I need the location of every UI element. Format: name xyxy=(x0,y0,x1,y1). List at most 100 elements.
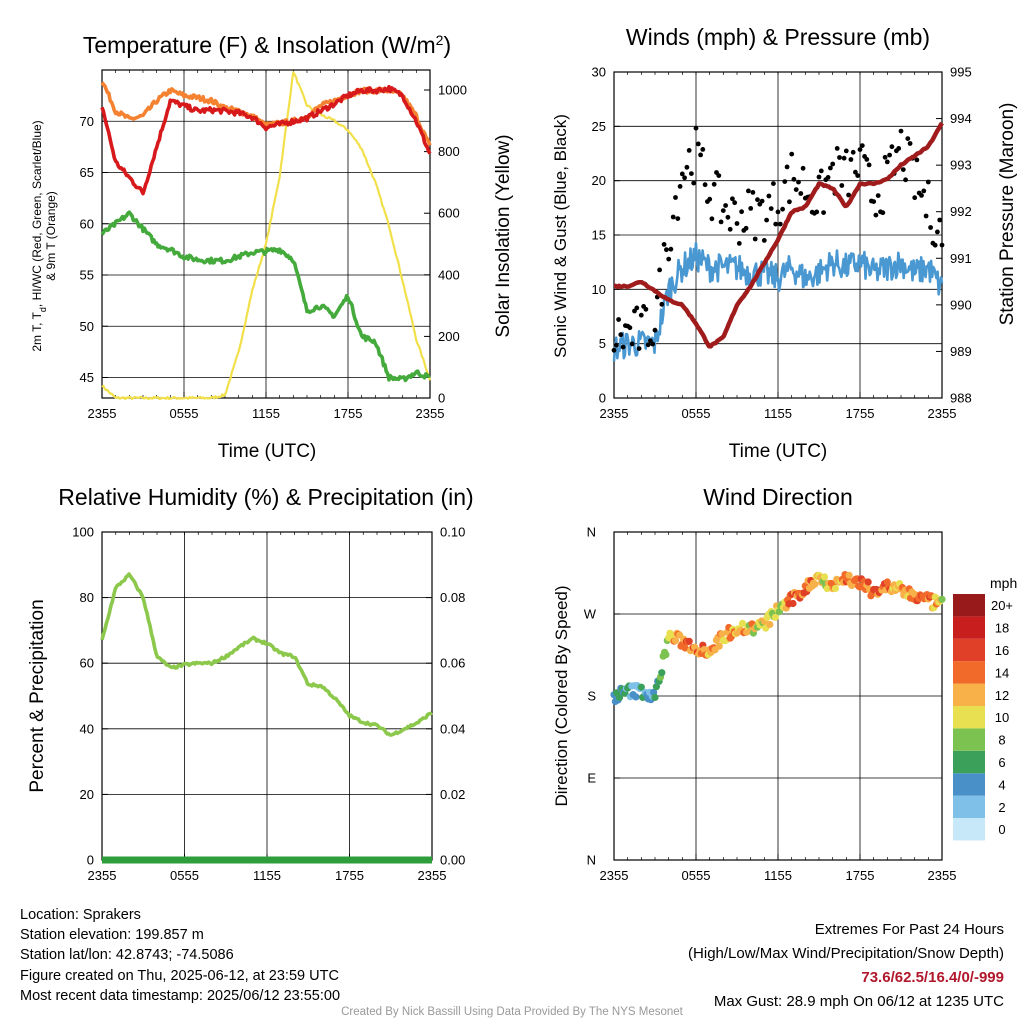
direction-point xyxy=(789,599,797,608)
legend-label: 20+ xyxy=(991,598,1013,613)
y2-tick-label: 990 xyxy=(950,297,972,312)
gust-point xyxy=(880,210,886,216)
gust-point xyxy=(618,332,624,338)
gust-point xyxy=(800,165,806,171)
gust-point xyxy=(875,193,881,199)
y-tick-label: 100 xyxy=(72,525,94,540)
gust-point xyxy=(668,246,674,252)
legend-swatch xyxy=(953,594,985,617)
x-tick-label: 2355 xyxy=(928,868,957,883)
temperature-panel: Temperature (F) & Insolation (W/m2) Time… xyxy=(30,32,514,462)
y2-tick-label: 995 xyxy=(950,65,972,80)
gust-point xyxy=(691,180,697,186)
legend-label: 12 xyxy=(995,688,1009,703)
gust-point xyxy=(613,342,619,348)
series-line-2m-t xyxy=(100,84,432,196)
gust-point xyxy=(698,152,703,158)
gust-point xyxy=(782,179,788,185)
direction-point xyxy=(685,637,693,645)
gust-point xyxy=(777,221,783,227)
legend-swatch xyxy=(953,661,985,684)
gust-point xyxy=(611,347,617,353)
gust-point xyxy=(837,155,842,160)
direction-point xyxy=(811,580,819,588)
direction-point xyxy=(771,613,779,621)
gust-point xyxy=(636,346,642,351)
gust-point xyxy=(905,136,911,142)
y-tick-label: 0 xyxy=(599,391,606,406)
y2-tick-label: 600 xyxy=(438,206,460,221)
gust-point xyxy=(830,161,836,167)
legend-swatch xyxy=(953,638,985,662)
gust-point xyxy=(725,214,731,220)
x-tick-label: 2355 xyxy=(600,406,629,421)
gust-point xyxy=(884,159,890,165)
series-line-solar-insolation xyxy=(101,71,432,401)
x-tick-label: 2355 xyxy=(600,868,629,883)
y-tick-label: W xyxy=(584,607,597,622)
extremes-values: 73.6/62.5/16.4/0/-999 xyxy=(861,969,1004,986)
gust-point xyxy=(746,188,751,194)
gust-point xyxy=(841,155,847,161)
x-tick-label: 1755 xyxy=(334,406,363,421)
legend-swatch xyxy=(953,616,985,639)
legend-swatch xyxy=(953,818,985,841)
humidity-panel: Relative Humidity (%) & Precipitation (i… xyxy=(27,484,474,883)
gust-point xyxy=(720,208,726,214)
gust-point xyxy=(821,210,826,216)
gust-point xyxy=(914,157,920,163)
gust-point xyxy=(937,217,943,223)
y-tick-label: 20 xyxy=(80,787,94,802)
y2-tick-label: 988 xyxy=(950,391,972,406)
credit-line: Created By Nick Bassill Using Data Provi… xyxy=(341,1006,683,1018)
gust-point xyxy=(921,188,927,194)
y-tick-label: 55 xyxy=(80,268,94,283)
gust-point xyxy=(882,154,888,160)
gust-point xyxy=(907,141,913,146)
gust-point xyxy=(850,149,856,155)
y-tick-label: 60 xyxy=(80,656,94,671)
direction-point xyxy=(845,571,853,579)
gust-point xyxy=(780,206,785,212)
gust-point xyxy=(702,182,708,188)
direction-point xyxy=(700,646,708,654)
extremes-title: Extremes For Past 24 Hours xyxy=(814,921,1004,938)
gust-point xyxy=(739,209,744,215)
y-tick-label: 20 xyxy=(592,173,606,188)
gust-point xyxy=(925,179,931,185)
gust-point xyxy=(711,181,717,187)
direction-point xyxy=(662,651,670,659)
legend-label: 18 xyxy=(995,621,1009,636)
direction-point xyxy=(766,620,774,629)
direction-point xyxy=(864,578,872,586)
x-tick-label: 1155 xyxy=(764,406,792,421)
direction-point xyxy=(715,642,723,650)
gust-point xyxy=(771,181,776,187)
speed-legend-title: mph xyxy=(990,575,1017,591)
gust-point xyxy=(748,206,754,211)
gust-point xyxy=(750,190,756,195)
legend-swatch xyxy=(953,750,985,774)
gust-point xyxy=(848,157,854,162)
max-gust: Max Gust: 28.9 mph On 06/12 at 1235 UTC xyxy=(713,993,1004,1010)
gust-point xyxy=(798,191,804,196)
legend-swatch xyxy=(953,683,985,706)
station-info: Location: Sprakers Station elevation: 19… xyxy=(20,905,340,1006)
gust-point xyxy=(889,144,895,150)
series-line-station-pressure xyxy=(613,121,944,349)
gust-point xyxy=(677,184,683,189)
x-tick-label: 1755 xyxy=(846,868,875,883)
gust-point xyxy=(620,344,626,350)
gust-point xyxy=(689,171,694,177)
x-tick-label: 0555 xyxy=(682,868,711,883)
y-tick-label: 50 xyxy=(80,319,94,334)
gust-point xyxy=(736,241,742,246)
gust-point xyxy=(730,196,735,202)
gust-point xyxy=(816,174,822,180)
gust-point xyxy=(857,147,863,153)
gust-point xyxy=(666,256,672,262)
direction-point xyxy=(938,595,946,603)
gust-point xyxy=(796,179,801,185)
gust-point xyxy=(723,203,728,208)
gust-point xyxy=(912,195,918,201)
